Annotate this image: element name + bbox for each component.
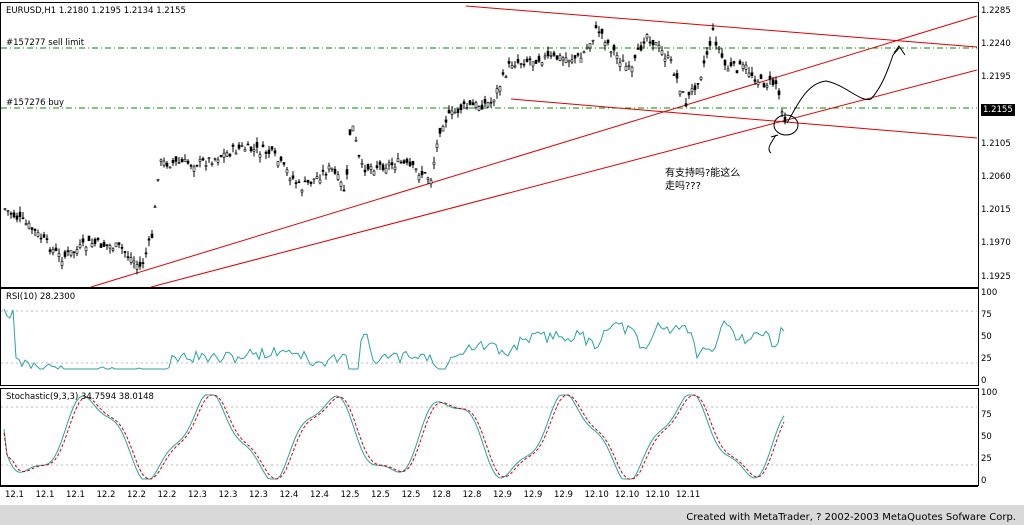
buy-order-label: #157276 buy [6,98,65,108]
time-axis-label: 12.1 [5,490,24,500]
stoch-scale-tick: 0 [981,476,987,486]
candlesticks [3,21,787,275]
time-axis-label: 12.2 [96,490,116,500]
time-axis-label: 12.1 [66,490,85,500]
time-axis-label: 12.2 [157,490,177,500]
stochastic-signal-line [3,394,785,480]
time-axis [0,486,978,505]
stochastic-chart [1,394,977,480]
rsi-line [3,308,785,370]
trendline[interactable] [510,98,977,139]
time-axis-label: 12.5 [401,490,421,500]
stoch-scale-tick: 75 [981,410,992,420]
time-axis-label: 12.9 [523,490,543,500]
annotation-text-line2: 走吗??? [665,181,701,192]
stochastic-main-line [3,394,785,480]
price-scale-tick: 1.2105 [981,138,1011,149]
price-scale-tick: 1.1925 [981,271,1011,282]
stoch-scale-tick: 50 [981,432,992,442]
time-axis-label: 12.4 [310,490,329,500]
price-scale-tick: 1.2015 [981,205,1011,216]
annotation-text-line1: 有支持吗?能这么 [665,168,741,179]
time-axis-label: 12.5 [340,490,360,500]
price-scale-tick: 1.2195 [981,72,1011,83]
rsi-pane[interactable]: RSI(10) 28.2300 [0,288,978,386]
rsi-scale-tick: 0 [981,376,987,386]
stochastic-pane[interactable]: Stochastic(9,3,3) 34.7594 38.0148 [0,388,978,486]
time-axis-label: 12.9 [554,490,573,500]
time-axis-label: 12.11 [676,490,701,500]
time-axis-label: 12.10 [584,490,609,500]
stochastic-pane-title: Stochastic(9,3,3) 34.7594 38.0148 [6,392,154,402]
footer-credit: Created with MetaTrader, ? 2002-2003 Met… [686,512,1016,523]
time-axis-label: 12.10 [645,490,670,500]
price-scale: 1.22851.22401.21951.21501.21051.20601.20… [978,2,1024,288]
time-axis-label: 12.8 [462,490,482,500]
price-scale-tick: 1.2240 [981,39,1011,50]
price-scale-tick: 1.1970 [981,238,1011,249]
rsi-scale: 100 75 50 25 0 [978,288,1024,386]
time-axis-label: 12.10 [615,490,640,500]
price-chart [1,5,977,287]
trendline[interactable] [150,69,977,287]
price-pane[interactable]: EURUSD,H1 1.2180 1.2195 1.2134 1.2155 #1… [0,2,978,288]
rsi-scale-tick: 50 [981,332,992,342]
rsi-chart [1,308,977,370]
trendline[interactable] [90,15,977,287]
pointer-arrow-icon [768,134,779,154]
stochastic-scale: 100 75 50 25 0 [978,388,1024,486]
rsi-pane-title: RSI(10) 28.2300 [6,292,76,302]
time-axis-label: 12.1 [35,490,55,500]
circle-annotation [773,114,799,136]
trendline[interactable] [465,5,977,48]
time-axis-label: 12.3 [249,490,268,500]
time-axis-label: 12.9 [493,490,512,500]
price-scale-tick: 1.2060 [981,172,1011,182]
stoch-scale-tick: 25 [981,454,992,464]
price-scale-tick: 1.2285 [981,6,1011,16]
sell-limit-order-label: #157277 sell limit [6,38,85,48]
price-pane-title: EURUSD,H1 1.2180 1.2195 1.2134 1.2155 [6,6,186,16]
time-axis-label: 12.8 [432,490,451,500]
time-axis-label: 12.3 [188,490,207,500]
time-axis-label: 12.2 [127,490,146,500]
footer-bar: Created with MetaTrader, ? 2002-2003 Met… [0,505,1024,525]
current-price-label: 1.2155 [981,104,1015,116]
time-axis-label: 12.5 [371,490,390,500]
time-axis-label: 12.4 [279,490,299,500]
rsi-scale-tick: 75 [981,310,992,320]
rsi-scale-tick: 100 [981,288,998,298]
hand-drawn-projection [786,47,900,124]
stoch-scale-tick: 100 [981,388,998,398]
rsi-scale-tick: 25 [981,354,992,364]
arrow-head-icon [893,45,906,56]
time-axis-label: 12.3 [218,490,238,500]
